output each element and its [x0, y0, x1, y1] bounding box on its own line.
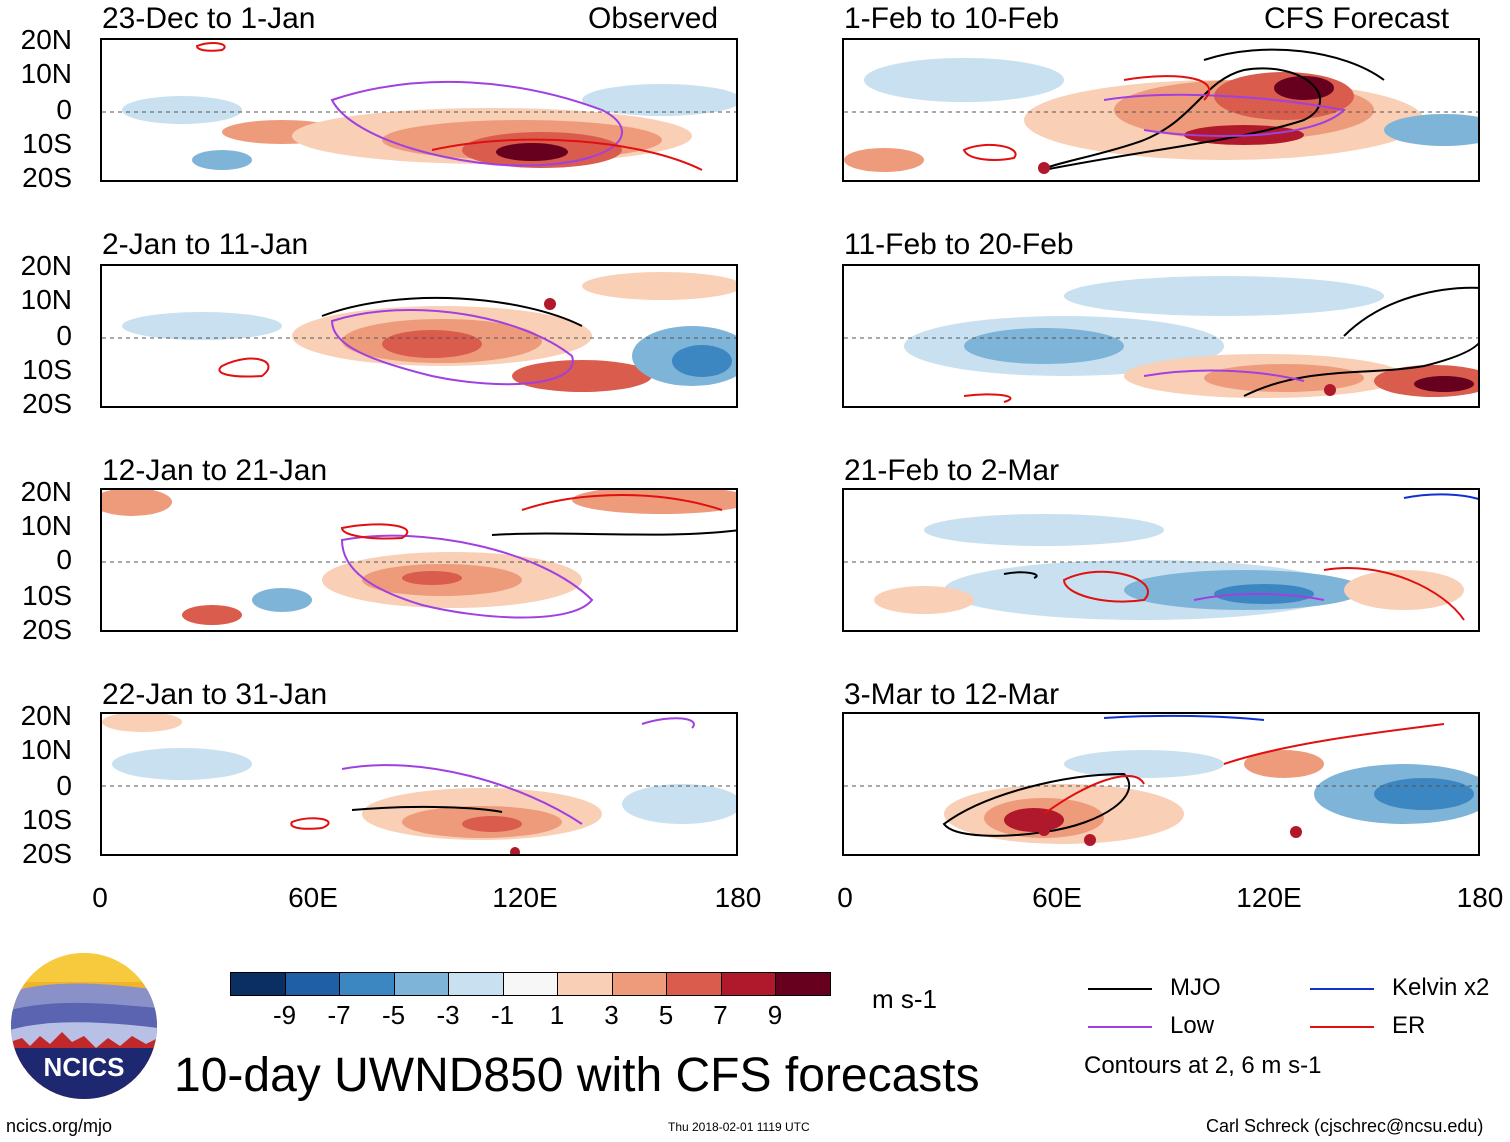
ncics-logo: NCICS	[10, 952, 158, 1100]
colorbar-swatch	[666, 972, 722, 996]
colorbar-swatch	[284, 972, 340, 996]
map-field	[844, 276, 1478, 403]
lat-label: 10N	[20, 734, 72, 765]
colorbar-swatch	[720, 972, 776, 996]
panel-title: 3-Mar to 12-Mar	[844, 678, 1060, 711]
colorbar-label: -5	[381, 1000, 406, 1030]
map-plot	[100, 264, 738, 408]
map-plot	[842, 38, 1480, 182]
map-field	[102, 42, 736, 171]
map-field	[102, 490, 736, 625]
legend-line-kelvin	[1310, 988, 1374, 990]
lat-label: 0	[56, 544, 72, 575]
legend-label-low: Low	[1170, 1012, 1215, 1039]
legend-label-er: ER	[1392, 1012, 1426, 1039]
footer-site: ncics.org/mjo	[6, 1116, 113, 1136]
colorbar-label: 1	[549, 1000, 565, 1030]
panel-title: 23-Dec to 1-Jan	[102, 2, 316, 35]
lon-label: 60E	[1032, 882, 1082, 913]
lon-label: 0	[92, 882, 108, 913]
lat-label: 10S	[22, 354, 72, 385]
map-plot	[842, 264, 1480, 408]
colorbar-swatch	[230, 972, 286, 996]
lat-label: 10N	[20, 284, 72, 315]
colorbar-label: 5	[658, 1000, 674, 1030]
map-field	[844, 493, 1478, 621]
lat-label: 20N	[20, 250, 72, 281]
panel-tag-forecast: CFS Forecast	[1264, 2, 1450, 35]
colorbar-swatch	[448, 972, 504, 996]
map-plot	[100, 712, 738, 856]
colorbar-label: 7	[713, 1000, 728, 1030]
lat-label: 20S	[22, 388, 72, 419]
contour-note: Contours at 2, 6 m s-1	[1084, 1052, 1322, 1079]
logo-text: NCICS	[44, 1052, 125, 1082]
map-field	[102, 272, 736, 392]
lon-label: 60E	[288, 882, 338, 913]
colorbar-label: -1	[490, 1000, 515, 1030]
map-plot	[100, 38, 738, 182]
colorbar-label: -9	[272, 1000, 297, 1030]
map-field	[844, 714, 1478, 846]
lon-label: 0	[837, 882, 853, 913]
colorbar-swatch	[611, 972, 667, 996]
panel-title: 12-Jan to 21-Jan	[102, 454, 328, 487]
colorbar-swatch	[775, 972, 831, 996]
colorbar-label: 9	[767, 1000, 783, 1030]
lat-label: 10S	[22, 804, 72, 835]
panel-title: 11-Feb to 20-Feb	[844, 228, 1074, 261]
map-plot	[842, 488, 1480, 632]
lon-label: 120E	[492, 882, 558, 913]
lat-label: 0	[56, 94, 72, 125]
legend-line-mjo	[1088, 988, 1152, 990]
map-field	[102, 714, 736, 854]
colorbar-unit: m s-1	[872, 984, 937, 1014]
footer-author: Carl Schreck (cjschrec@ncsu.edu)	[1206, 1116, 1484, 1136]
lat-label: 10S	[22, 128, 72, 159]
panel-title: 22-Jan to 31-Jan	[102, 678, 328, 711]
panel-tag-observed: Observed	[588, 2, 719, 35]
lat-label: 10S	[22, 580, 72, 611]
lon-label: 120E	[1236, 882, 1302, 913]
colorbar-swatch	[339, 972, 395, 996]
lat-label: 20N	[20, 700, 72, 731]
legend-line-low	[1088, 1026, 1152, 1028]
legend-label-kelvin: Kelvin x2	[1392, 974, 1490, 1001]
lon-label: 180	[1456, 882, 1504, 913]
panel-title: 1-Feb to 10-Feb	[844, 2, 1060, 35]
lat-label: 0	[56, 770, 72, 801]
lat-label: 20S	[22, 614, 72, 645]
legend-line-er	[1310, 1026, 1374, 1028]
map-field	[844, 48, 1478, 174]
lon-label: 180	[714, 882, 762, 913]
panel-title: 21-Feb to 2-Mar	[844, 454, 1060, 487]
lat-label: 10N	[20, 510, 72, 541]
colorbar-label: -3	[436, 1000, 460, 1030]
map-plot	[842, 712, 1480, 856]
lat-label: 0	[56, 320, 72, 351]
map-plot	[100, 488, 738, 632]
panel-title: 2-Jan to 11-Jan	[102, 228, 309, 261]
lat-label: 20S	[22, 162, 72, 193]
colorbar-swatch	[393, 972, 449, 996]
footer-timestamp: Thu 2018-02-01 1119 UTC	[668, 1120, 810, 1134]
lat-label: 10N	[20, 58, 72, 89]
colorbar-label: 3	[604, 1000, 619, 1030]
colorbar-swatch	[502, 972, 558, 996]
lat-label: 20N	[20, 24, 72, 55]
colorbar-swatch	[557, 972, 613, 996]
lat-label: 20S	[22, 838, 72, 869]
legend-label-mjo: MJO	[1170, 974, 1221, 1001]
main-title: 10-day UWND850 with CFS forecasts	[174, 1049, 980, 1102]
lat-label: 20N	[20, 476, 72, 507]
colorbar-label: -7	[327, 1000, 351, 1030]
